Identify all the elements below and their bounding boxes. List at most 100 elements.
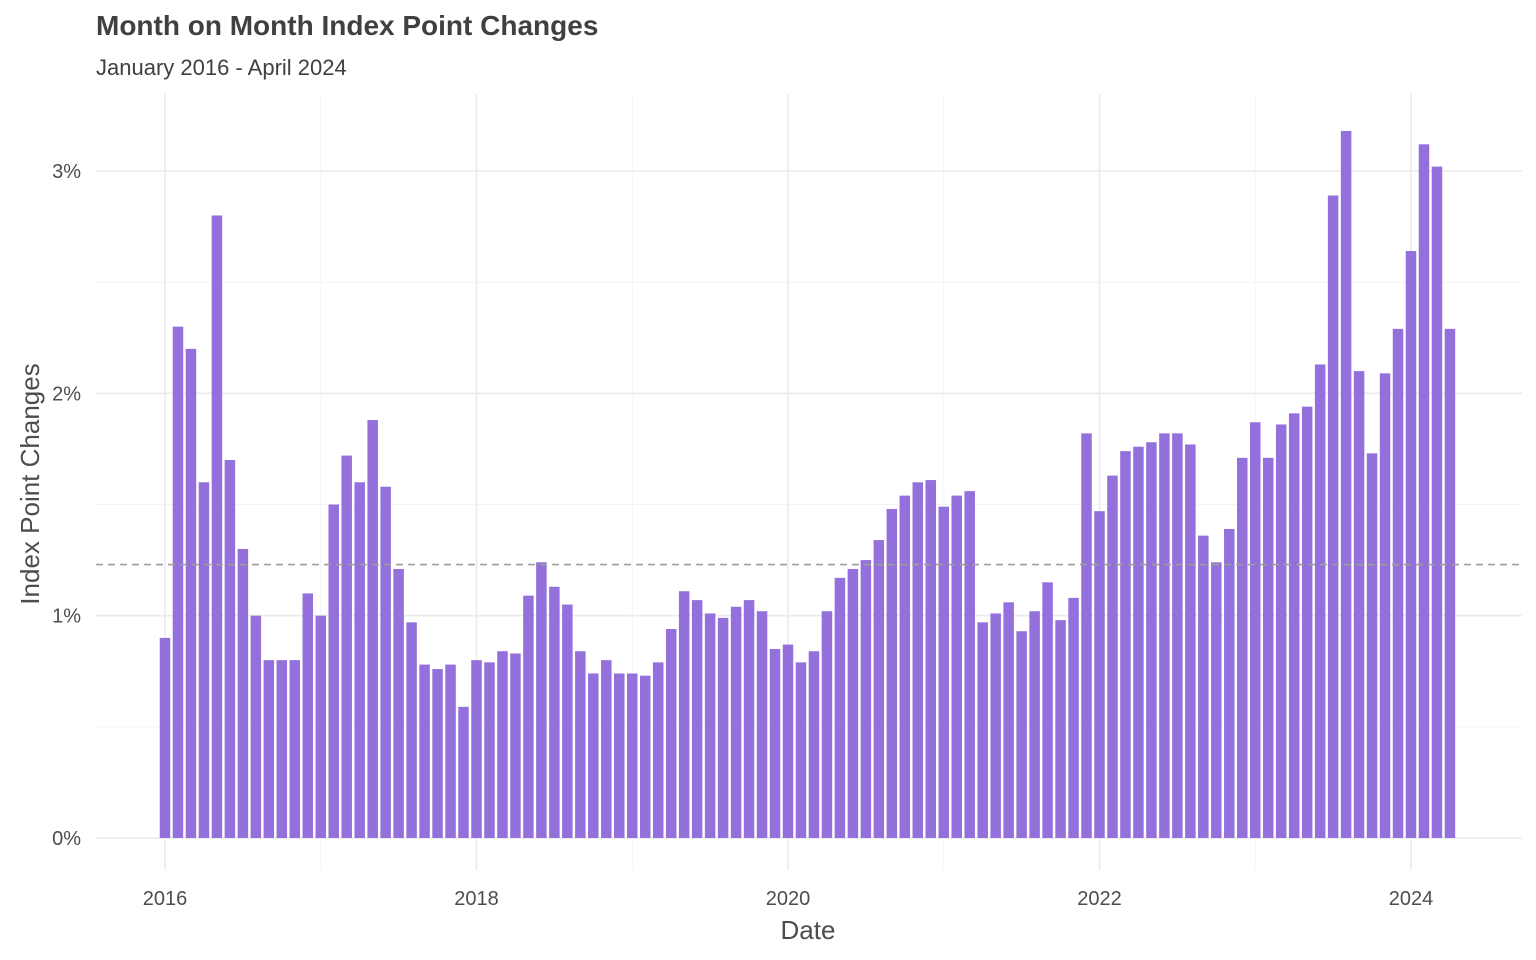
bar: [860, 560, 872, 838]
bar: [925, 480, 937, 838]
bar: [237, 548, 249, 838]
bar: [652, 662, 664, 838]
bar: [380, 486, 391, 838]
bar: [510, 653, 521, 838]
bar: [276, 660, 288, 838]
bar: [678, 591, 690, 838]
bar: [1405, 251, 1417, 839]
bar: [769, 649, 781, 838]
bar: [289, 660, 301, 838]
x-tick-label: 2016: [143, 888, 188, 910]
bar: [912, 482, 924, 838]
bar: [1314, 364, 1326, 838]
bar: [1172, 433, 1183, 838]
bar: [1250, 422, 1261, 838]
bar: [1288, 413, 1300, 838]
bar: [562, 604, 573, 838]
y-tick-label: 0%: [52, 828, 81, 850]
bar: [159, 637, 171, 838]
bar: [977, 622, 988, 838]
y-axis-tick-labels: 0% 1% 2% 3%: [52, 161, 81, 850]
bar: [185, 348, 197, 838]
bar: [172, 326, 184, 838]
bar: [743, 600, 755, 838]
bar: [211, 215, 223, 839]
bar: [1431, 166, 1443, 838]
bar: [445, 664, 456, 838]
bar: [1120, 451, 1131, 838]
x-tick-label: 2024: [1389, 888, 1434, 910]
bar: [1392, 328, 1404, 838]
bar: [484, 662, 495, 838]
bar: [1198, 535, 1209, 838]
bar: [1224, 528, 1235, 838]
bar: [1301, 406, 1313, 838]
bar: [354, 482, 365, 838]
bar: [1237, 457, 1248, 838]
y-tick-label: 3%: [52, 161, 81, 183]
bar: [665, 629, 677, 838]
bar: [315, 615, 326, 838]
bar: [886, 508, 898, 838]
bar: [250, 615, 262, 838]
bar: [1418, 144, 1430, 838]
bar: [536, 562, 547, 838]
bar: [627, 673, 638, 838]
bar: [601, 660, 612, 838]
bar: [899, 495, 911, 838]
bar: [717, 617, 729, 838]
bar: [1379, 373, 1391, 838]
x-axis-title: Date: [781, 915, 836, 945]
bar: [406, 622, 417, 838]
bar: [1003, 602, 1014, 838]
bar: [341, 455, 352, 838]
bar: [964, 491, 975, 838]
bar: [419, 664, 430, 838]
x-tick-label: 2020: [766, 888, 811, 910]
bar: [938, 506, 949, 838]
bar: [393, 568, 404, 838]
chart-title: Month on Month Index Point Changes: [96, 10, 599, 41]
bar: [328, 504, 339, 838]
bar: [263, 660, 275, 838]
bar: [471, 660, 482, 838]
x-tick-label: 2018: [454, 888, 499, 910]
bar: [367, 420, 378, 838]
bar: [795, 662, 807, 838]
y-tick-label: 1%: [52, 606, 81, 628]
bar: [639, 675, 651, 838]
bar: [1081, 433, 1092, 838]
x-tick-label: 2022: [1077, 888, 1122, 910]
bar: [1211, 562, 1222, 838]
bar: [704, 613, 716, 838]
bar: [1068, 597, 1079, 838]
bar: [834, 577, 846, 838]
bar: [1185, 444, 1196, 838]
bar: [1055, 620, 1066, 838]
bar: [1159, 433, 1170, 838]
bar: [198, 482, 210, 838]
bar: [808, 651, 820, 838]
y-tick-label: 2%: [52, 383, 81, 405]
bar: [782, 644, 794, 838]
bar: [549, 586, 560, 838]
bar: [1262, 457, 1274, 838]
bar: [497, 651, 508, 838]
bar: [432, 669, 443, 838]
bar: [691, 600, 703, 838]
bar: [1146, 442, 1157, 838]
bar: [1029, 611, 1040, 838]
bar: [730, 606, 742, 838]
bar: [1275, 424, 1287, 838]
bar: [1042, 582, 1053, 838]
chart-subtitle: January 2016 - April 2024: [96, 55, 347, 80]
bar: [990, 613, 1001, 838]
bar: [1353, 371, 1365, 838]
bar: [614, 673, 625, 838]
bar: [1107, 475, 1118, 838]
bar: [588, 673, 599, 838]
bar: [847, 568, 859, 838]
bar: [224, 460, 236, 838]
bar: [1444, 328, 1456, 838]
